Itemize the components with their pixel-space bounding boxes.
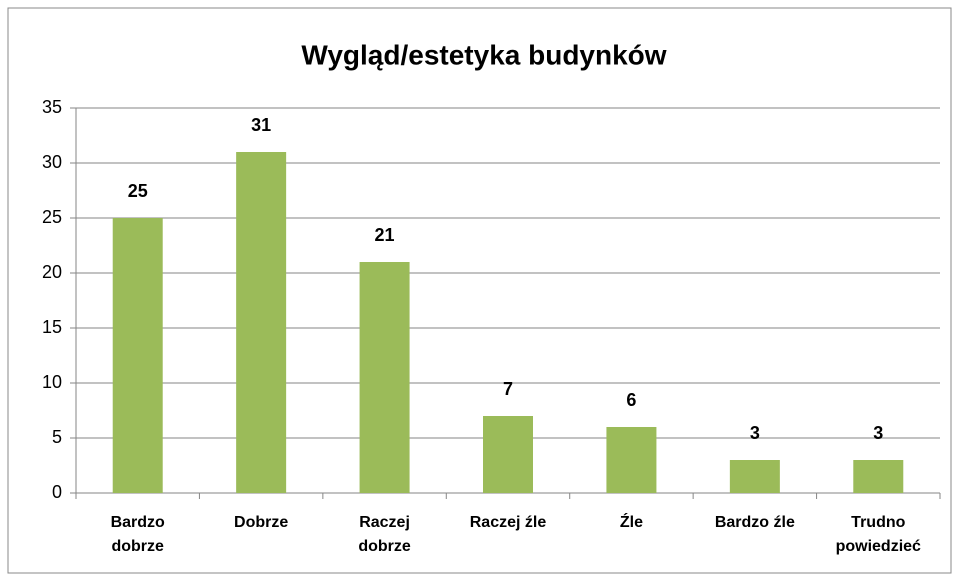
y-tick-label: 10 [42,372,62,392]
bar [483,416,533,493]
x-tick-label: Raczej dobrze [358,514,411,555]
bar [236,152,287,493]
y-tick-label: 20 [42,262,62,282]
x-tick-label: Trudno powiedzieć [835,514,921,555]
bar [112,218,163,493]
bar [359,262,410,493]
x-tick-label: Bardzo dobrze [110,514,165,555]
data-label: 21 [375,225,395,245]
data-label: 7 [503,379,513,399]
y-tick-label: 30 [42,152,62,172]
chart-border [7,7,952,574]
y-tick-label: 15 [42,317,62,337]
chart-title: Wygląd/estetyka budynków [301,39,666,70]
x-tick-label: Źle [619,514,643,531]
data-label: 6 [626,390,636,410]
y-tick-label: 35 [42,97,62,117]
x-tick-label: Bardzo źle [714,514,795,531]
data-label: 31 [251,115,271,135]
y-tick-label: 5 [52,427,62,447]
bar [729,460,780,493]
data-label: 25 [128,181,148,201]
data-label: 3 [873,423,883,443]
data-label: 3 [750,423,760,443]
y-tick-label: 25 [42,207,62,227]
x-tick-label: Dobrze [234,514,289,531]
bar [853,460,904,493]
bar [606,427,657,493]
y-tick-label: 0 [52,482,62,502]
x-tick-label: Raczej źle [469,514,547,531]
